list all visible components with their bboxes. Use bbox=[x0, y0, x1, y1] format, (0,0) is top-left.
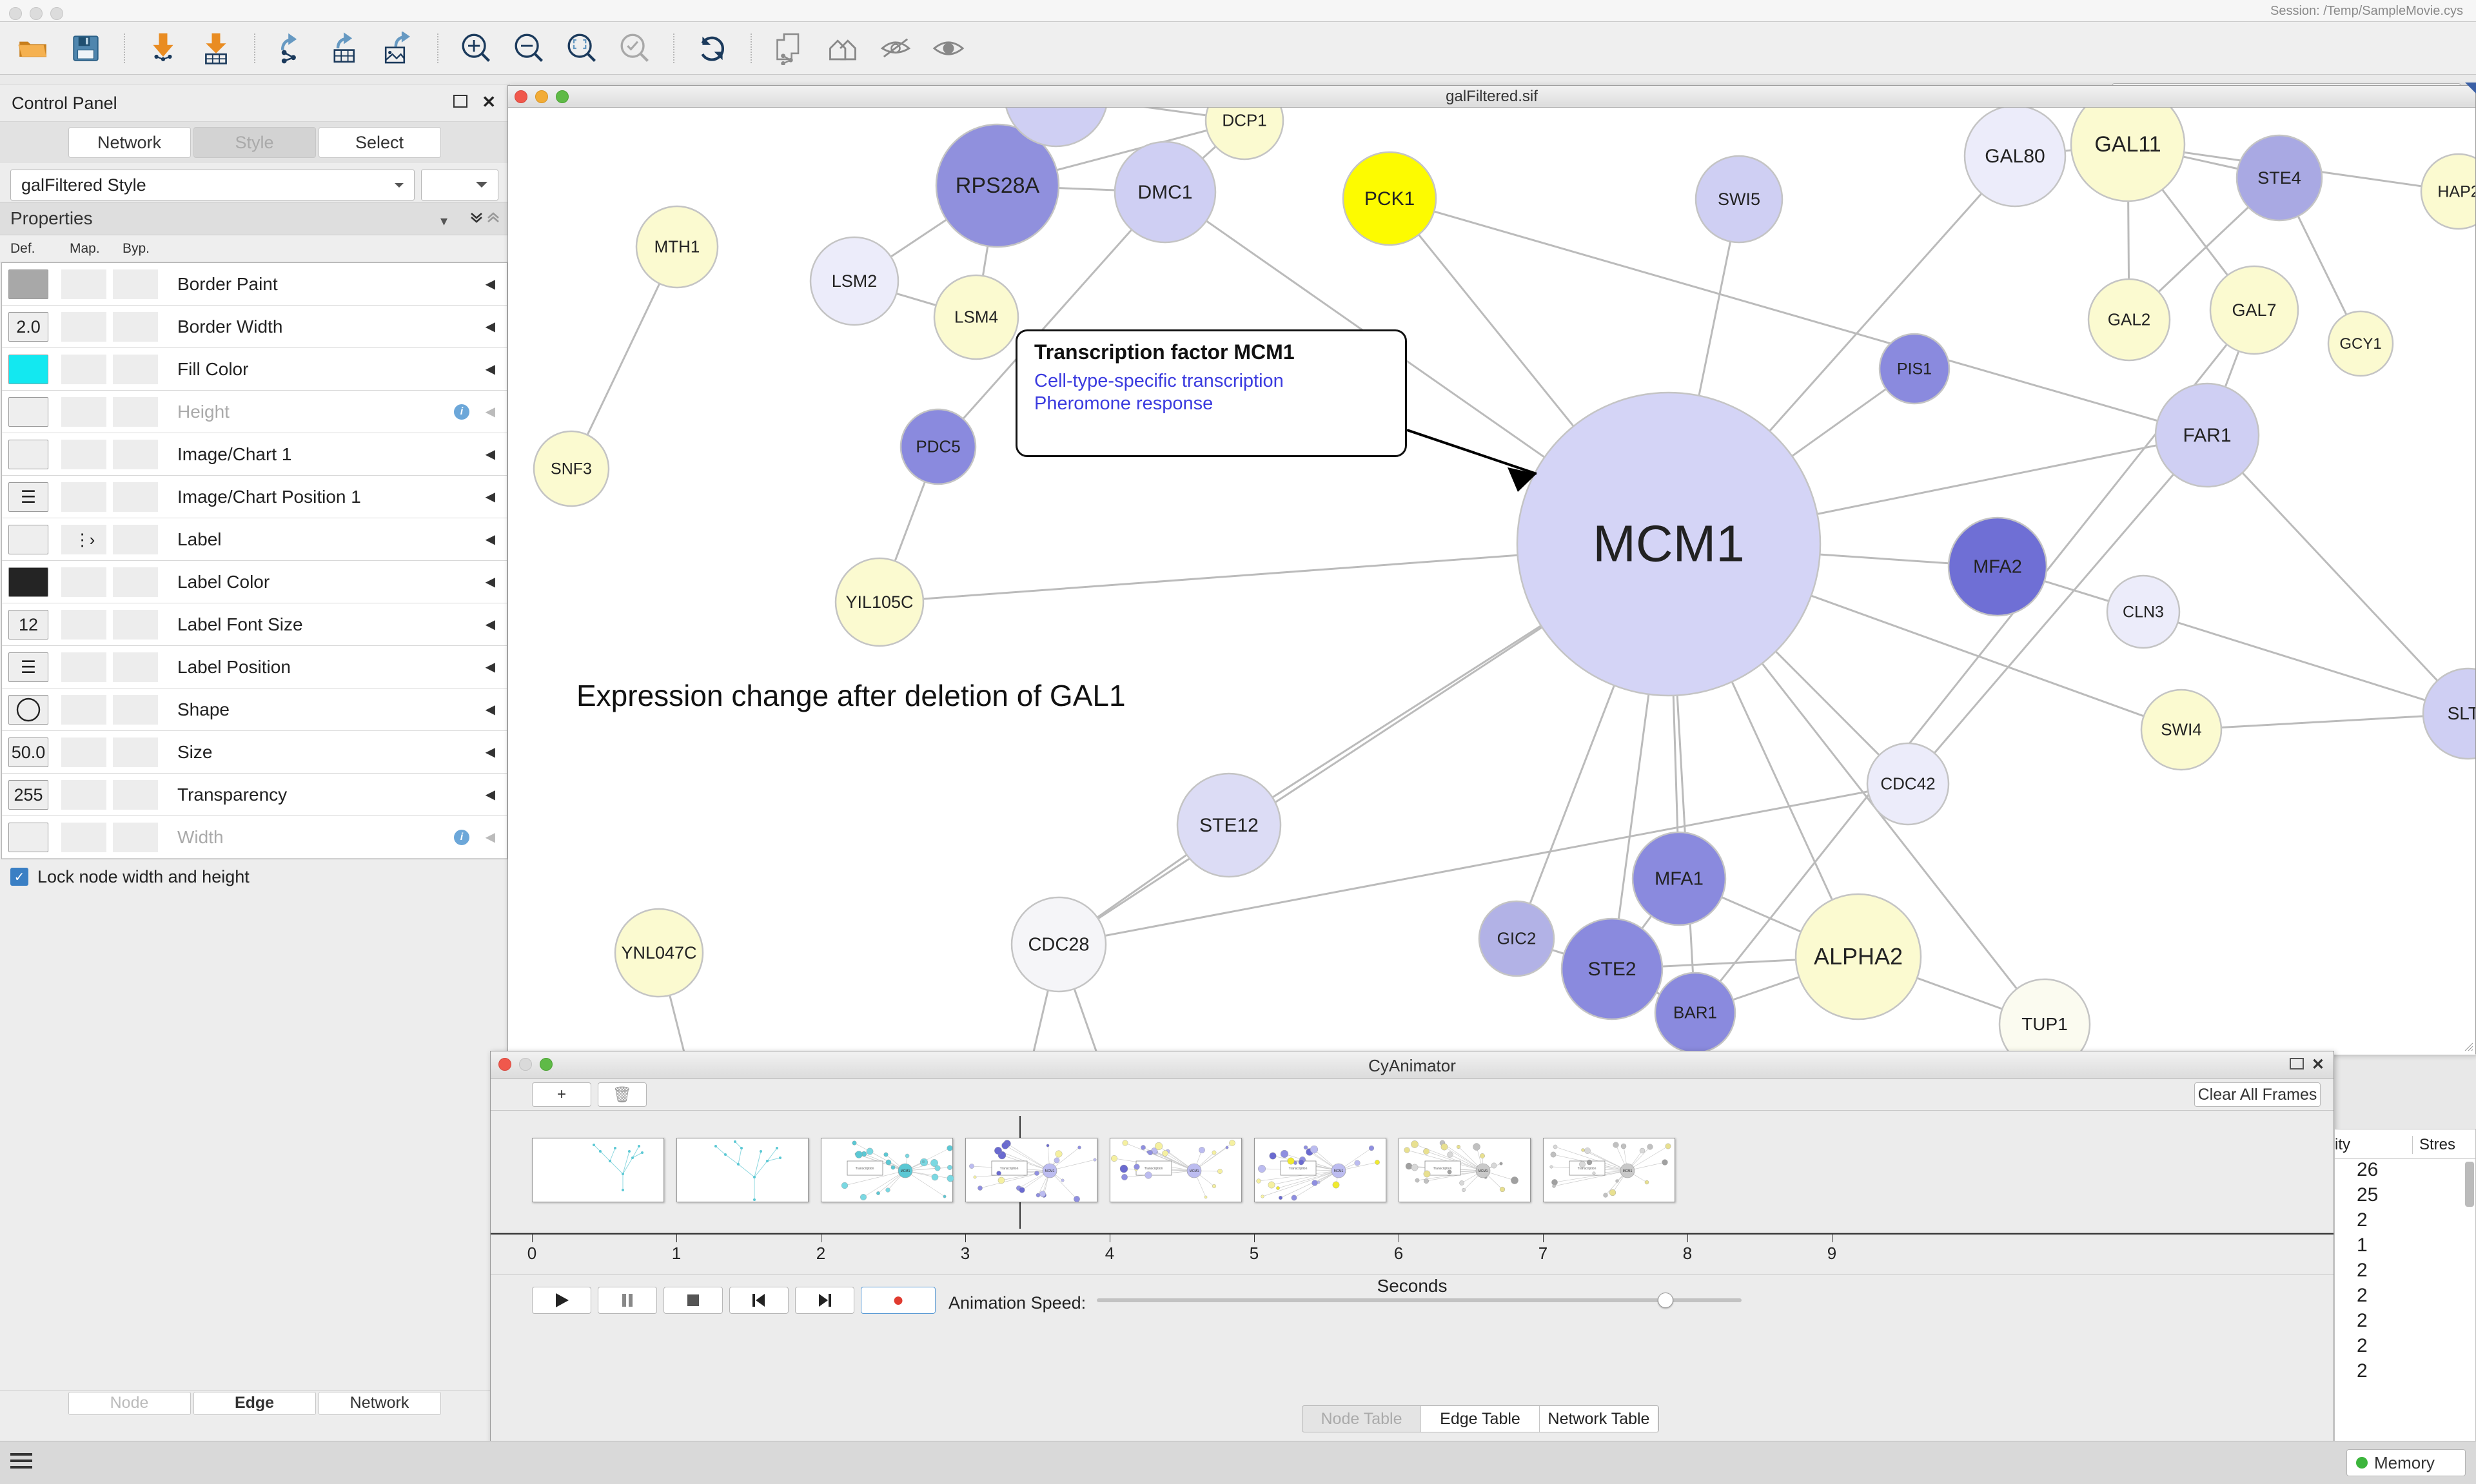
svg-text:Transcription: Transcription bbox=[1000, 1167, 1019, 1171]
svg-text:Transcription: Transcription bbox=[1289, 1167, 1308, 1171]
svg-text:MCM1: MCM1 bbox=[1623, 1169, 1633, 1173]
svg-text:Transcription: Transcription bbox=[856, 1167, 874, 1171]
svg-text:MCM1: MCM1 bbox=[1045, 1169, 1055, 1173]
svg-text:MCM1: MCM1 bbox=[1334, 1169, 1344, 1173]
svg-text:MCM1: MCM1 bbox=[1190, 1169, 1199, 1173]
svg-text:Transcription: Transcription bbox=[1145, 1167, 1163, 1171]
svg-text:Transcription: Transcription bbox=[1578, 1167, 1597, 1171]
svg-text:MCM1: MCM1 bbox=[901, 1169, 910, 1173]
svg-text:MCM1: MCM1 bbox=[1479, 1169, 1488, 1173]
